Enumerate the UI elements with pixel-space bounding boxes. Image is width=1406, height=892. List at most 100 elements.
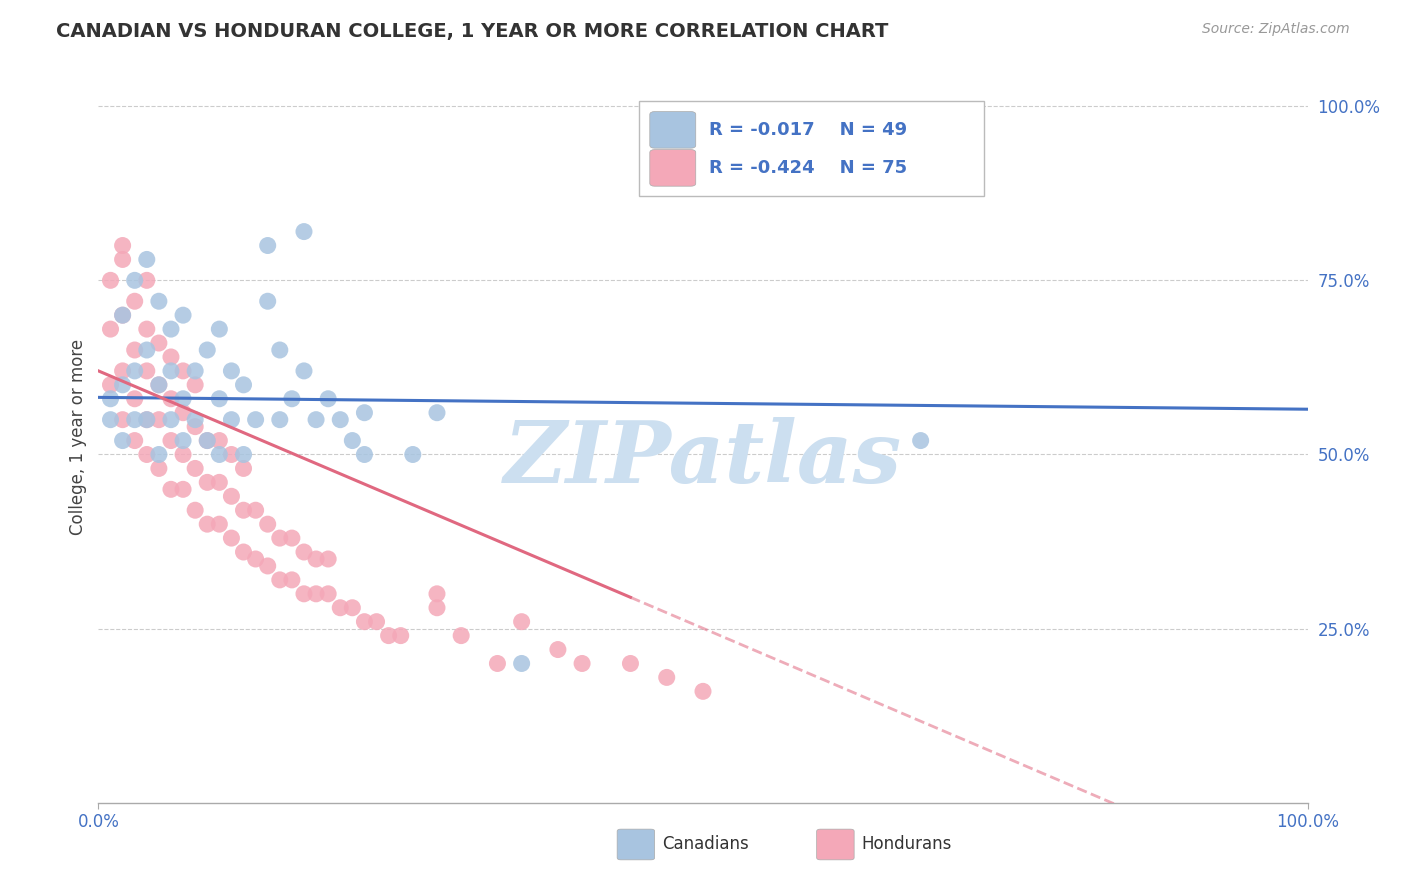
Point — [316, 587, 339, 601]
Text: R = -0.017    N = 49: R = -0.017 N = 49 — [709, 121, 907, 139]
Point — [486, 657, 509, 671]
Point — [245, 552, 267, 566]
Point — [256, 238, 278, 252]
Point — [148, 412, 170, 426]
Point — [329, 600, 352, 615]
Point — [510, 615, 533, 629]
Point — [256, 294, 278, 309]
Point — [111, 308, 134, 322]
Point — [148, 377, 170, 392]
Point — [135, 343, 157, 357]
Point — [172, 406, 194, 420]
Point — [316, 552, 339, 566]
Point — [160, 434, 183, 448]
Point — [148, 461, 170, 475]
FancyBboxPatch shape — [617, 830, 655, 860]
Point — [184, 461, 207, 475]
Point — [124, 412, 146, 426]
Point — [135, 412, 157, 426]
Point — [148, 377, 170, 392]
Point — [256, 517, 278, 532]
Point — [111, 364, 134, 378]
Point — [377, 629, 399, 643]
Point — [221, 364, 243, 378]
Point — [160, 483, 183, 497]
Y-axis label: College, 1 year or more: College, 1 year or more — [69, 339, 87, 535]
Point — [547, 642, 569, 657]
Point — [100, 412, 122, 426]
Point — [316, 392, 339, 406]
Point — [135, 322, 157, 336]
Point — [111, 238, 134, 252]
Point — [172, 434, 194, 448]
Point — [111, 434, 134, 448]
Point — [232, 448, 254, 462]
Point — [160, 364, 183, 378]
Point — [232, 461, 254, 475]
Point — [245, 412, 267, 426]
Point — [450, 629, 472, 643]
Point — [305, 412, 328, 426]
Point — [195, 343, 218, 357]
Point — [232, 377, 254, 392]
Text: Hondurans: Hondurans — [862, 836, 952, 854]
Point — [692, 684, 714, 698]
Point — [135, 252, 157, 267]
Point — [124, 294, 146, 309]
Point — [232, 503, 254, 517]
Point — [292, 225, 315, 239]
Point — [124, 273, 146, 287]
Point — [305, 552, 328, 566]
Point — [221, 531, 243, 545]
Point — [184, 412, 207, 426]
Point — [195, 434, 218, 448]
Point — [172, 483, 194, 497]
Point — [195, 517, 218, 532]
Point — [329, 412, 352, 426]
Point — [208, 475, 231, 490]
Point — [124, 434, 146, 448]
Point — [172, 364, 194, 378]
Point — [510, 657, 533, 671]
Point — [100, 377, 122, 392]
Point — [269, 343, 291, 357]
Text: Canadians: Canadians — [662, 836, 748, 854]
Point — [208, 517, 231, 532]
Point — [208, 434, 231, 448]
Point — [292, 364, 315, 378]
Point — [111, 377, 134, 392]
Point — [353, 406, 375, 420]
Point — [160, 350, 183, 364]
Point — [172, 448, 194, 462]
Point — [256, 558, 278, 573]
Text: Source: ZipAtlas.com: Source: ZipAtlas.com — [1202, 22, 1350, 37]
Point — [148, 448, 170, 462]
Point — [172, 392, 194, 406]
Point — [124, 364, 146, 378]
Point — [269, 531, 291, 545]
Point — [342, 434, 364, 448]
FancyBboxPatch shape — [817, 830, 855, 860]
Point — [281, 531, 304, 545]
Point — [100, 392, 122, 406]
Point — [221, 489, 243, 503]
Point — [160, 322, 183, 336]
Point — [426, 406, 449, 420]
Point — [172, 308, 194, 322]
Point — [232, 545, 254, 559]
Point — [655, 670, 678, 684]
Bar — [638, 101, 984, 195]
Text: CANADIAN VS HONDURAN COLLEGE, 1 YEAR OR MORE CORRELATION CHART: CANADIAN VS HONDURAN COLLEGE, 1 YEAR OR … — [56, 22, 889, 41]
Point — [148, 294, 170, 309]
Point — [184, 503, 207, 517]
Point — [281, 573, 304, 587]
Point — [111, 412, 134, 426]
Point — [124, 343, 146, 357]
Text: R = -0.424    N = 75: R = -0.424 N = 75 — [709, 159, 907, 177]
FancyBboxPatch shape — [650, 150, 696, 186]
Point — [111, 308, 134, 322]
Point — [353, 615, 375, 629]
Point — [910, 434, 932, 448]
Point — [135, 448, 157, 462]
Point — [195, 434, 218, 448]
